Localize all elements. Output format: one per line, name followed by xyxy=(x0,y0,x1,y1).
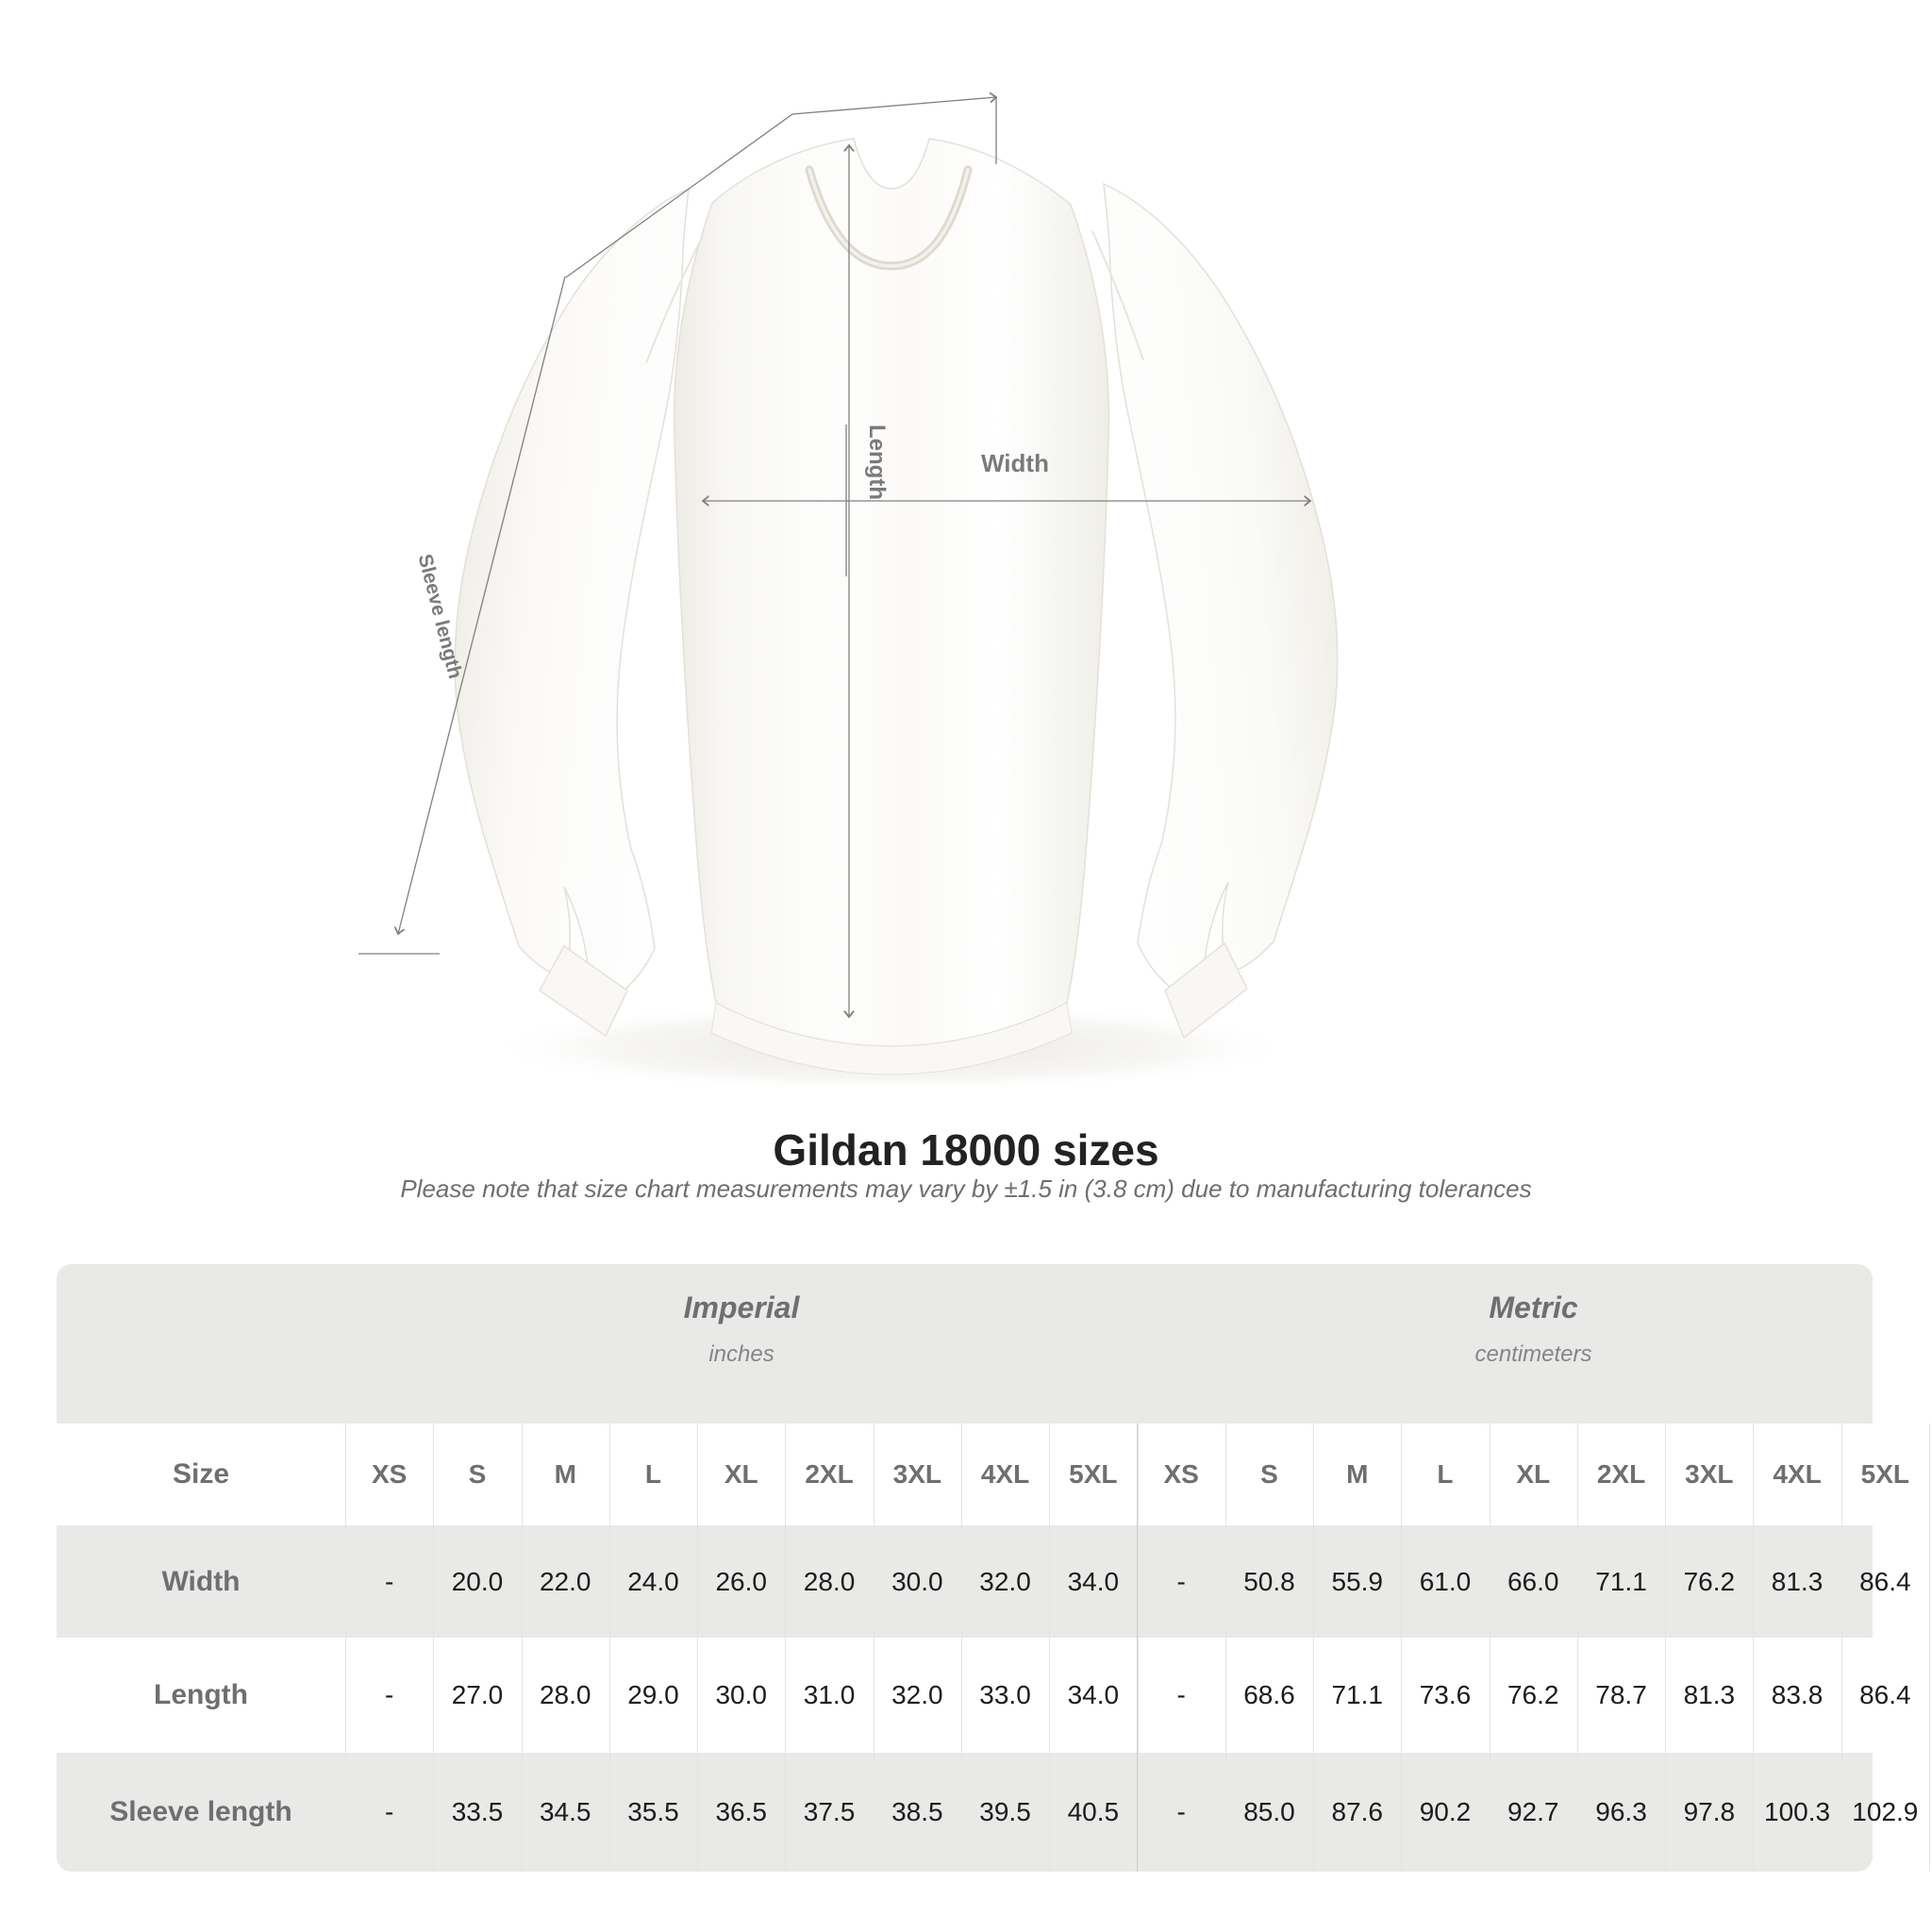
svg-text:Length: Length xyxy=(864,425,890,500)
svg-text:Width: Width xyxy=(981,449,1049,477)
